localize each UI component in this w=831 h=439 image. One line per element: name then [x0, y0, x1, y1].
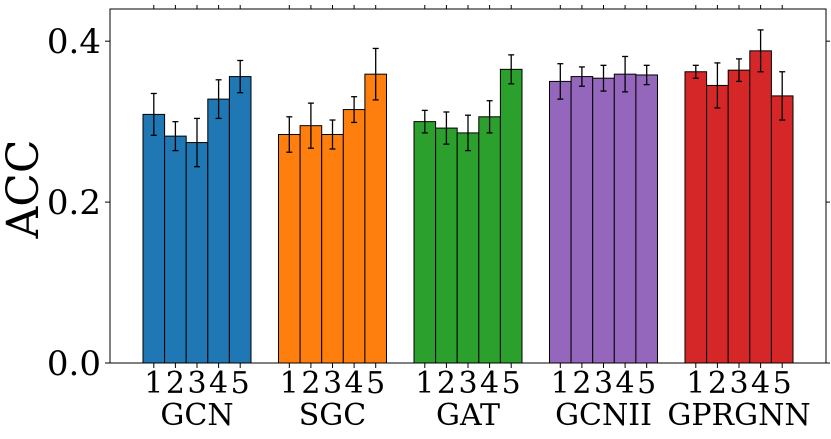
bar-sgc-3 — [321, 134, 344, 364]
bar-gcn-5 — [228, 76, 252, 364]
bar-gcnii-1 — [549, 80, 572, 364]
x-tick-label-sgc-1: 1 — [280, 366, 299, 401]
x-tick-label-gcn-4: 4 — [209, 366, 228, 401]
x-tick-label-gprgnn-2: 2 — [708, 366, 727, 401]
bar-gat-2 — [435, 127, 458, 364]
x-tick-label-gat-4: 4 — [480, 366, 499, 401]
y-tick-label-0.2: 0.2 — [47, 183, 101, 223]
bar-gcn-3 — [185, 142, 209, 364]
bar-gat-5 — [499, 68, 523, 364]
bar-sgc-1 — [278, 134, 301, 364]
group-label-sgc: SGC — [299, 398, 366, 433]
bar-gprgnn-1 — [684, 71, 708, 364]
x-tick-label-gat-3: 3 — [458, 366, 477, 401]
bar-gcn-2 — [164, 135, 187, 364]
bar-gprgnn-4 — [749, 50, 772, 364]
bar-gat-4 — [478, 116, 501, 364]
x-tick-label-gcn-2: 2 — [166, 366, 185, 401]
bar-gprgnn-5 — [770, 95, 794, 364]
x-tick-label-gcn-1: 1 — [144, 366, 163, 401]
y-tick-label-0.4: 0.4 — [47, 22, 101, 62]
x-tick-label-gcnii-2: 2 — [572, 366, 591, 401]
x-tick-label-gcn-5: 5 — [231, 366, 250, 401]
bar-sgc-4 — [342, 109, 366, 364]
bar-gprgnn-3 — [727, 69, 751, 364]
x-tick-label-sgc-3: 3 — [323, 366, 342, 401]
bar-sgc-2 — [299, 125, 323, 364]
group-label-gcn: GCN — [160, 398, 233, 433]
x-tick-label-gcnii-4: 4 — [616, 366, 635, 401]
bar-gprgnn-2 — [706, 84, 729, 364]
bar-gcnii-4 — [613, 73, 637, 364]
y-tick-label-0.0: 0.0 — [47, 344, 101, 384]
bar-gat-3 — [456, 132, 480, 364]
bar-gcn-4 — [207, 98, 230, 364]
y-axis-label: ACC — [0, 139, 49, 239]
x-tick-label-gat-5: 5 — [502, 366, 521, 401]
bar-gcnii-2 — [570, 76, 594, 364]
group-label-gcnii: GCNII — [555, 398, 652, 433]
x-tick-label-gprgnn-4: 4 — [751, 366, 770, 401]
bar-gcnii-3 — [592, 77, 615, 364]
x-tick-label-gprgnn-1: 1 — [686, 366, 705, 401]
bar-sgc-5 — [364, 73, 387, 364]
x-tick-label-gcnii-3: 3 — [594, 366, 613, 401]
group-label-gprgnn: GPRGNN — [667, 398, 810, 433]
x-tick-label-sgc-4: 4 — [345, 366, 364, 401]
error-bars-layer — [150, 29, 786, 168]
x-tick-label-gprgnn-3: 3 — [729, 366, 748, 401]
x-tick-label-gat-1: 1 — [415, 366, 434, 401]
x-tick-label-sgc-2: 2 — [301, 366, 320, 401]
bar-gcn-1 — [142, 113, 166, 364]
x-tick-label-gprgnn-5: 5 — [773, 366, 792, 401]
bars-layer — [142, 50, 794, 364]
x-tick-label-gcnii-5: 5 — [637, 366, 656, 401]
x-tick-label-gcn-3: 3 — [187, 366, 206, 401]
bar-gat-1 — [413, 121, 437, 364]
bar-gcnii-5 — [635, 74, 659, 364]
x-tick-label-sgc-5: 5 — [366, 366, 385, 401]
x-tick-label-gcnii-1: 1 — [551, 366, 570, 401]
group-label-gat: GAT — [436, 398, 500, 433]
x-tick-label-gat-2: 2 — [437, 366, 456, 401]
